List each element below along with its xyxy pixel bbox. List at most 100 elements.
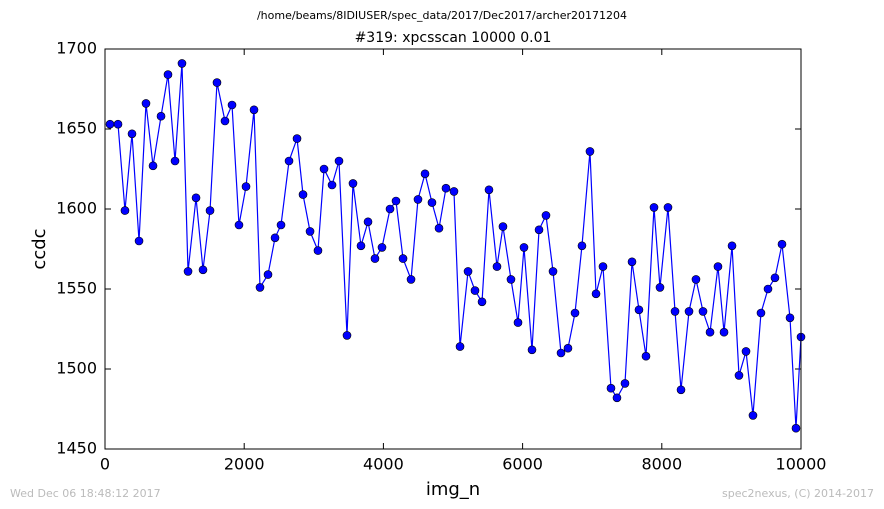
data-point	[684, 307, 694, 316]
data-point	[148, 161, 158, 171]
x-tick-label: 2000	[224, 455, 265, 474]
chart-title: #319: xpcsscan 10000 0.01	[355, 30, 552, 46]
data-point	[534, 225, 544, 235]
suptitle: /home/beams/8IDIUSER/spec_data/2017/Dec2…	[257, 9, 627, 22]
data-point	[634, 305, 644, 315]
data-point	[276, 220, 286, 230]
data-point	[577, 241, 587, 251]
data-point	[319, 164, 329, 174]
footer-left: Wed Dec 06 18:48:12 2017	[10, 487, 161, 500]
data-point	[363, 217, 373, 227]
data-point	[427, 198, 437, 207]
data-point	[441, 183, 451, 193]
data-point	[655, 283, 665, 292]
data-point	[649, 203, 659, 212]
data-point	[170, 156, 180, 166]
x-tick-label: 0	[100, 455, 110, 474]
data-point	[527, 345, 537, 355]
data-point	[120, 206, 130, 215]
data-point	[663, 203, 673, 212]
x-axis-label: img_n	[426, 479, 480, 500]
data-point	[163, 70, 173, 79]
data-point	[477, 297, 487, 307]
x-tick-label: 6000	[502, 455, 543, 474]
data-point	[492, 262, 502, 271]
data-point	[156, 111, 166, 121]
data-point	[241, 182, 251, 191]
data-point	[141, 99, 151, 108]
data-point	[377, 243, 387, 252]
y-tick-label: 1500	[56, 359, 97, 378]
data-point	[227, 100, 237, 110]
data-point	[198, 265, 208, 275]
data-point	[391, 196, 401, 206]
data-point	[255, 283, 265, 292]
data-point	[727, 241, 737, 251]
data-point	[506, 275, 516, 284]
data-point	[484, 185, 494, 195]
data-point	[748, 411, 758, 420]
data-point	[127, 129, 137, 139]
data-point	[756, 308, 766, 318]
data-point	[234, 220, 244, 230]
data-point	[620, 379, 630, 388]
data-point	[591, 289, 601, 299]
data-point	[641, 351, 651, 361]
data-point	[719, 327, 729, 337]
y-tick-label: 1550	[56, 279, 97, 298]
data-point	[284, 156, 294, 166]
data-point	[698, 307, 708, 316]
x-tick-label: 4000	[363, 455, 404, 474]
data-point	[455, 342, 465, 351]
data-line	[110, 63, 802, 429]
data-point	[406, 275, 416, 284]
data-point	[785, 313, 795, 323]
y-tick-label: 1450	[56, 439, 97, 458]
data-point	[513, 318, 523, 327]
data-point	[519, 243, 529, 252]
data-point	[413, 195, 423, 204]
data-point	[705, 327, 715, 337]
data-point	[741, 347, 751, 356]
data-point	[334, 156, 344, 166]
data-point	[356, 241, 366, 251]
data-point	[734, 371, 744, 380]
data-point	[770, 273, 780, 283]
data-point	[305, 227, 315, 236]
data-point	[298, 190, 308, 199]
data-point	[548, 267, 558, 276]
data-point	[791, 423, 801, 433]
data-point	[606, 383, 616, 393]
data-point	[563, 343, 573, 353]
data-point	[342, 331, 352, 340]
data-point	[763, 284, 773, 294]
data-point	[420, 169, 430, 179]
x-tick-label: 8000	[641, 455, 682, 474]
data-point	[498, 222, 508, 231]
data-point	[370, 254, 380, 263]
data-point	[670, 307, 680, 316]
data-point	[134, 236, 144, 246]
data-point	[598, 262, 608, 271]
data-point	[463, 267, 473, 276]
data-point	[105, 119, 115, 129]
data-point	[270, 233, 280, 243]
data-point	[570, 308, 580, 318]
data-point	[434, 223, 444, 233]
data-point	[313, 246, 323, 255]
data-point	[177, 59, 187, 68]
data-point	[612, 393, 622, 403]
data-point	[263, 270, 273, 279]
data-point	[220, 116, 230, 126]
data-point	[183, 267, 193, 276]
data-point	[113, 119, 123, 129]
data-point	[249, 105, 259, 115]
data-point	[585, 147, 595, 156]
footer-right: spec2nexus, (C) 2014-2017	[722, 487, 874, 500]
data-point	[713, 262, 723, 271]
data-point	[205, 206, 215, 215]
data-point	[327, 180, 337, 190]
data-point	[292, 134, 302, 143]
data-point	[348, 179, 358, 188]
data-point	[398, 254, 408, 263]
